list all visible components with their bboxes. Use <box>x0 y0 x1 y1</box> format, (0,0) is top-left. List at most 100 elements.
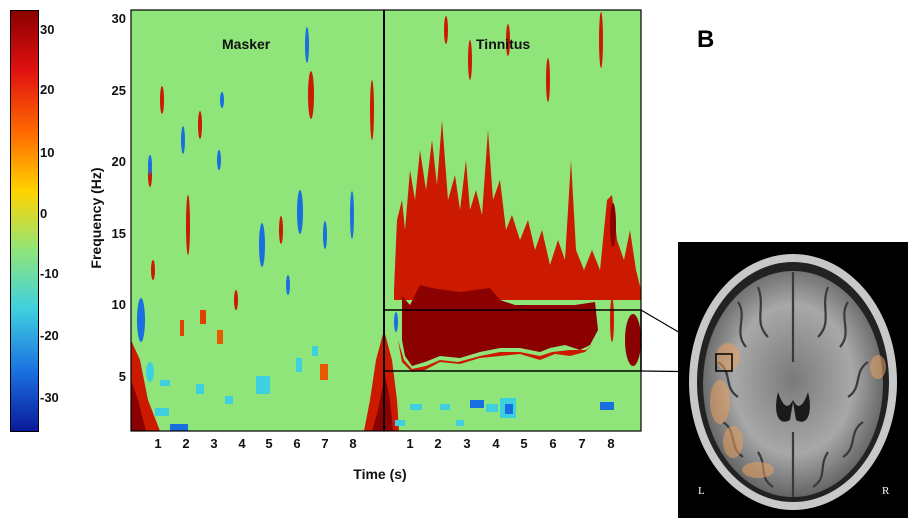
masker-cyan-1 <box>146 362 154 382</box>
tinnitus-blue-1 <box>470 400 484 408</box>
x-tick-6: 6 <box>549 436 557 451</box>
masker-blue-2 <box>148 155 152 175</box>
tinnitus-red-streak-5 <box>506 24 510 56</box>
masker-offset-darkred <box>372 380 384 431</box>
colorbar-tick-minus10: -10 <box>40 266 59 281</box>
masker-orange-4 <box>180 320 184 336</box>
masker-panel-background <box>131 10 384 431</box>
masker-blue-10 <box>220 92 224 108</box>
masker-blue-4 <box>170 424 188 431</box>
masker-orange-3 <box>200 310 206 324</box>
x-tick-7-masker: 7 <box>321 436 329 451</box>
tinnitus-red-streak-2 <box>599 12 603 68</box>
tinnitus-right-edge-darkred <box>625 314 641 366</box>
x-tick-4-masker: 4 <box>238 436 246 451</box>
alpha-band-highlight-box <box>383 309 642 372</box>
y-tick-labels: 30 25 20 15 10 5 <box>96 0 126 440</box>
x-tick-6-masker: 6 <box>293 436 301 451</box>
masker-red-4 <box>198 111 202 139</box>
masker-orange-2 <box>217 330 223 344</box>
colorbar-tick-30: 30 <box>40 22 55 37</box>
x-tick-5: 5 <box>520 436 528 451</box>
x-tick-2-masker: 2 <box>182 436 190 451</box>
y-tick-15: 15 <box>111 226 126 241</box>
masker-cyan-8 <box>296 358 302 372</box>
x-tick-1-masker: 1 <box>154 436 162 451</box>
masker-blue-onset <box>137 298 145 342</box>
masker-red-6 <box>279 216 283 244</box>
mri-ventricles <box>776 392 810 422</box>
colorbar-tick-minus30: -30 <box>40 390 59 405</box>
masker-red-1 <box>160 86 164 114</box>
tinnitus-activity-marks <box>384 12 641 431</box>
mri-brain <box>703 271 883 497</box>
colorbar-tick-minus20: -20 <box>40 328 59 343</box>
masker-cyan-6 <box>225 396 233 404</box>
x-tick-8-masker: 8 <box>349 436 357 451</box>
tinnitus-blue-3 <box>505 404 513 414</box>
tinnitus-red-streak-3 <box>546 58 550 102</box>
tinnitus-blue-4 <box>600 402 614 410</box>
masker-red-3 <box>186 195 190 255</box>
mri-roi-box <box>715 353 733 372</box>
masker-cyan-3 <box>155 408 169 416</box>
tinnitus-red-streak-4 <box>468 40 472 80</box>
masker-cyan-2 <box>160 380 170 386</box>
masker-cyan-7 <box>256 376 270 394</box>
x-tick-7: 7 <box>578 436 586 451</box>
tinnitus-onset-darkred <box>384 370 393 431</box>
panel-letter: B <box>697 26 715 53</box>
colorbar-gradient <box>10 10 39 432</box>
x-tick-1: 1 <box>406 436 414 451</box>
x-tick-3-masker: 3 <box>210 436 218 451</box>
x-tick-3: 3 <box>463 436 471 451</box>
masker-blue-11 <box>305 27 309 63</box>
tinnitus-cyan-3 <box>440 404 450 410</box>
y-tick-20: 20 <box>111 154 126 169</box>
x-tick-labels: 1 2 3 4 5 6 7 8 1 2 3 4 5 6 7 8 <box>0 436 910 456</box>
tinnitus-cyan-4 <box>395 420 405 426</box>
masker-onset-darkred <box>131 380 146 431</box>
masker-blue-7 <box>350 191 354 239</box>
masker-panel-title: Masker <box>222 36 271 52</box>
masker-orange-1 <box>320 364 328 380</box>
tinnitus-cyan-2 <box>410 404 422 410</box>
tinnitus-upper-red-band <box>394 120 641 300</box>
x-axis-label: Time (s) <box>353 466 407 482</box>
masker-cyan-9 <box>312 346 318 356</box>
masker-blue-1 <box>181 126 185 154</box>
colorbar: 30 20 10 0 -10 -20 -30 <box>0 0 80 440</box>
masker-cyan-5 <box>196 384 204 394</box>
masker-blue-9 <box>217 150 221 170</box>
masker-red-5 <box>151 260 155 280</box>
tinnitus-panel-title: Tinnitus <box>476 36 531 52</box>
y-tick-25: 25 <box>111 83 126 98</box>
tinnitus-blue-5 <box>394 312 398 332</box>
colorbar-tick-20: 20 <box>40 82 55 97</box>
y-tick-10: 10 <box>111 297 126 312</box>
x-tick-2: 2 <box>434 436 442 451</box>
masker-blue-3 <box>259 223 265 267</box>
tinnitus-red-streak-7 <box>610 298 614 342</box>
mri-axial-slice: L R <box>678 242 908 518</box>
x-tick-4: 4 <box>492 436 500 451</box>
x-tick-8: 8 <box>607 436 615 451</box>
masker-red-7 <box>308 71 314 119</box>
masker-blue-5 <box>297 190 303 234</box>
masker-red-9 <box>370 80 374 140</box>
y-tick-5: 5 <box>118 369 126 384</box>
plot-frame <box>130 9 642 432</box>
colorbar-tick-10: 10 <box>40 145 55 160</box>
mri-label-left: L <box>698 485 705 497</box>
masker-activity-marks <box>131 27 384 431</box>
y-tick-30: 30 <box>111 11 126 26</box>
masker-blue-6 <box>323 221 327 249</box>
mri-label-right: R <box>882 485 890 497</box>
colorbar-tick-0: 0 <box>40 206 48 221</box>
x-tick-5-masker: 5 <box>265 436 273 451</box>
masker-red-8 <box>234 290 238 310</box>
tinnitus-alpha-darkred-band <box>402 285 598 366</box>
tinnitus-cyan-5 <box>456 420 464 426</box>
tinnitus-red-streak-1 <box>610 203 616 247</box>
